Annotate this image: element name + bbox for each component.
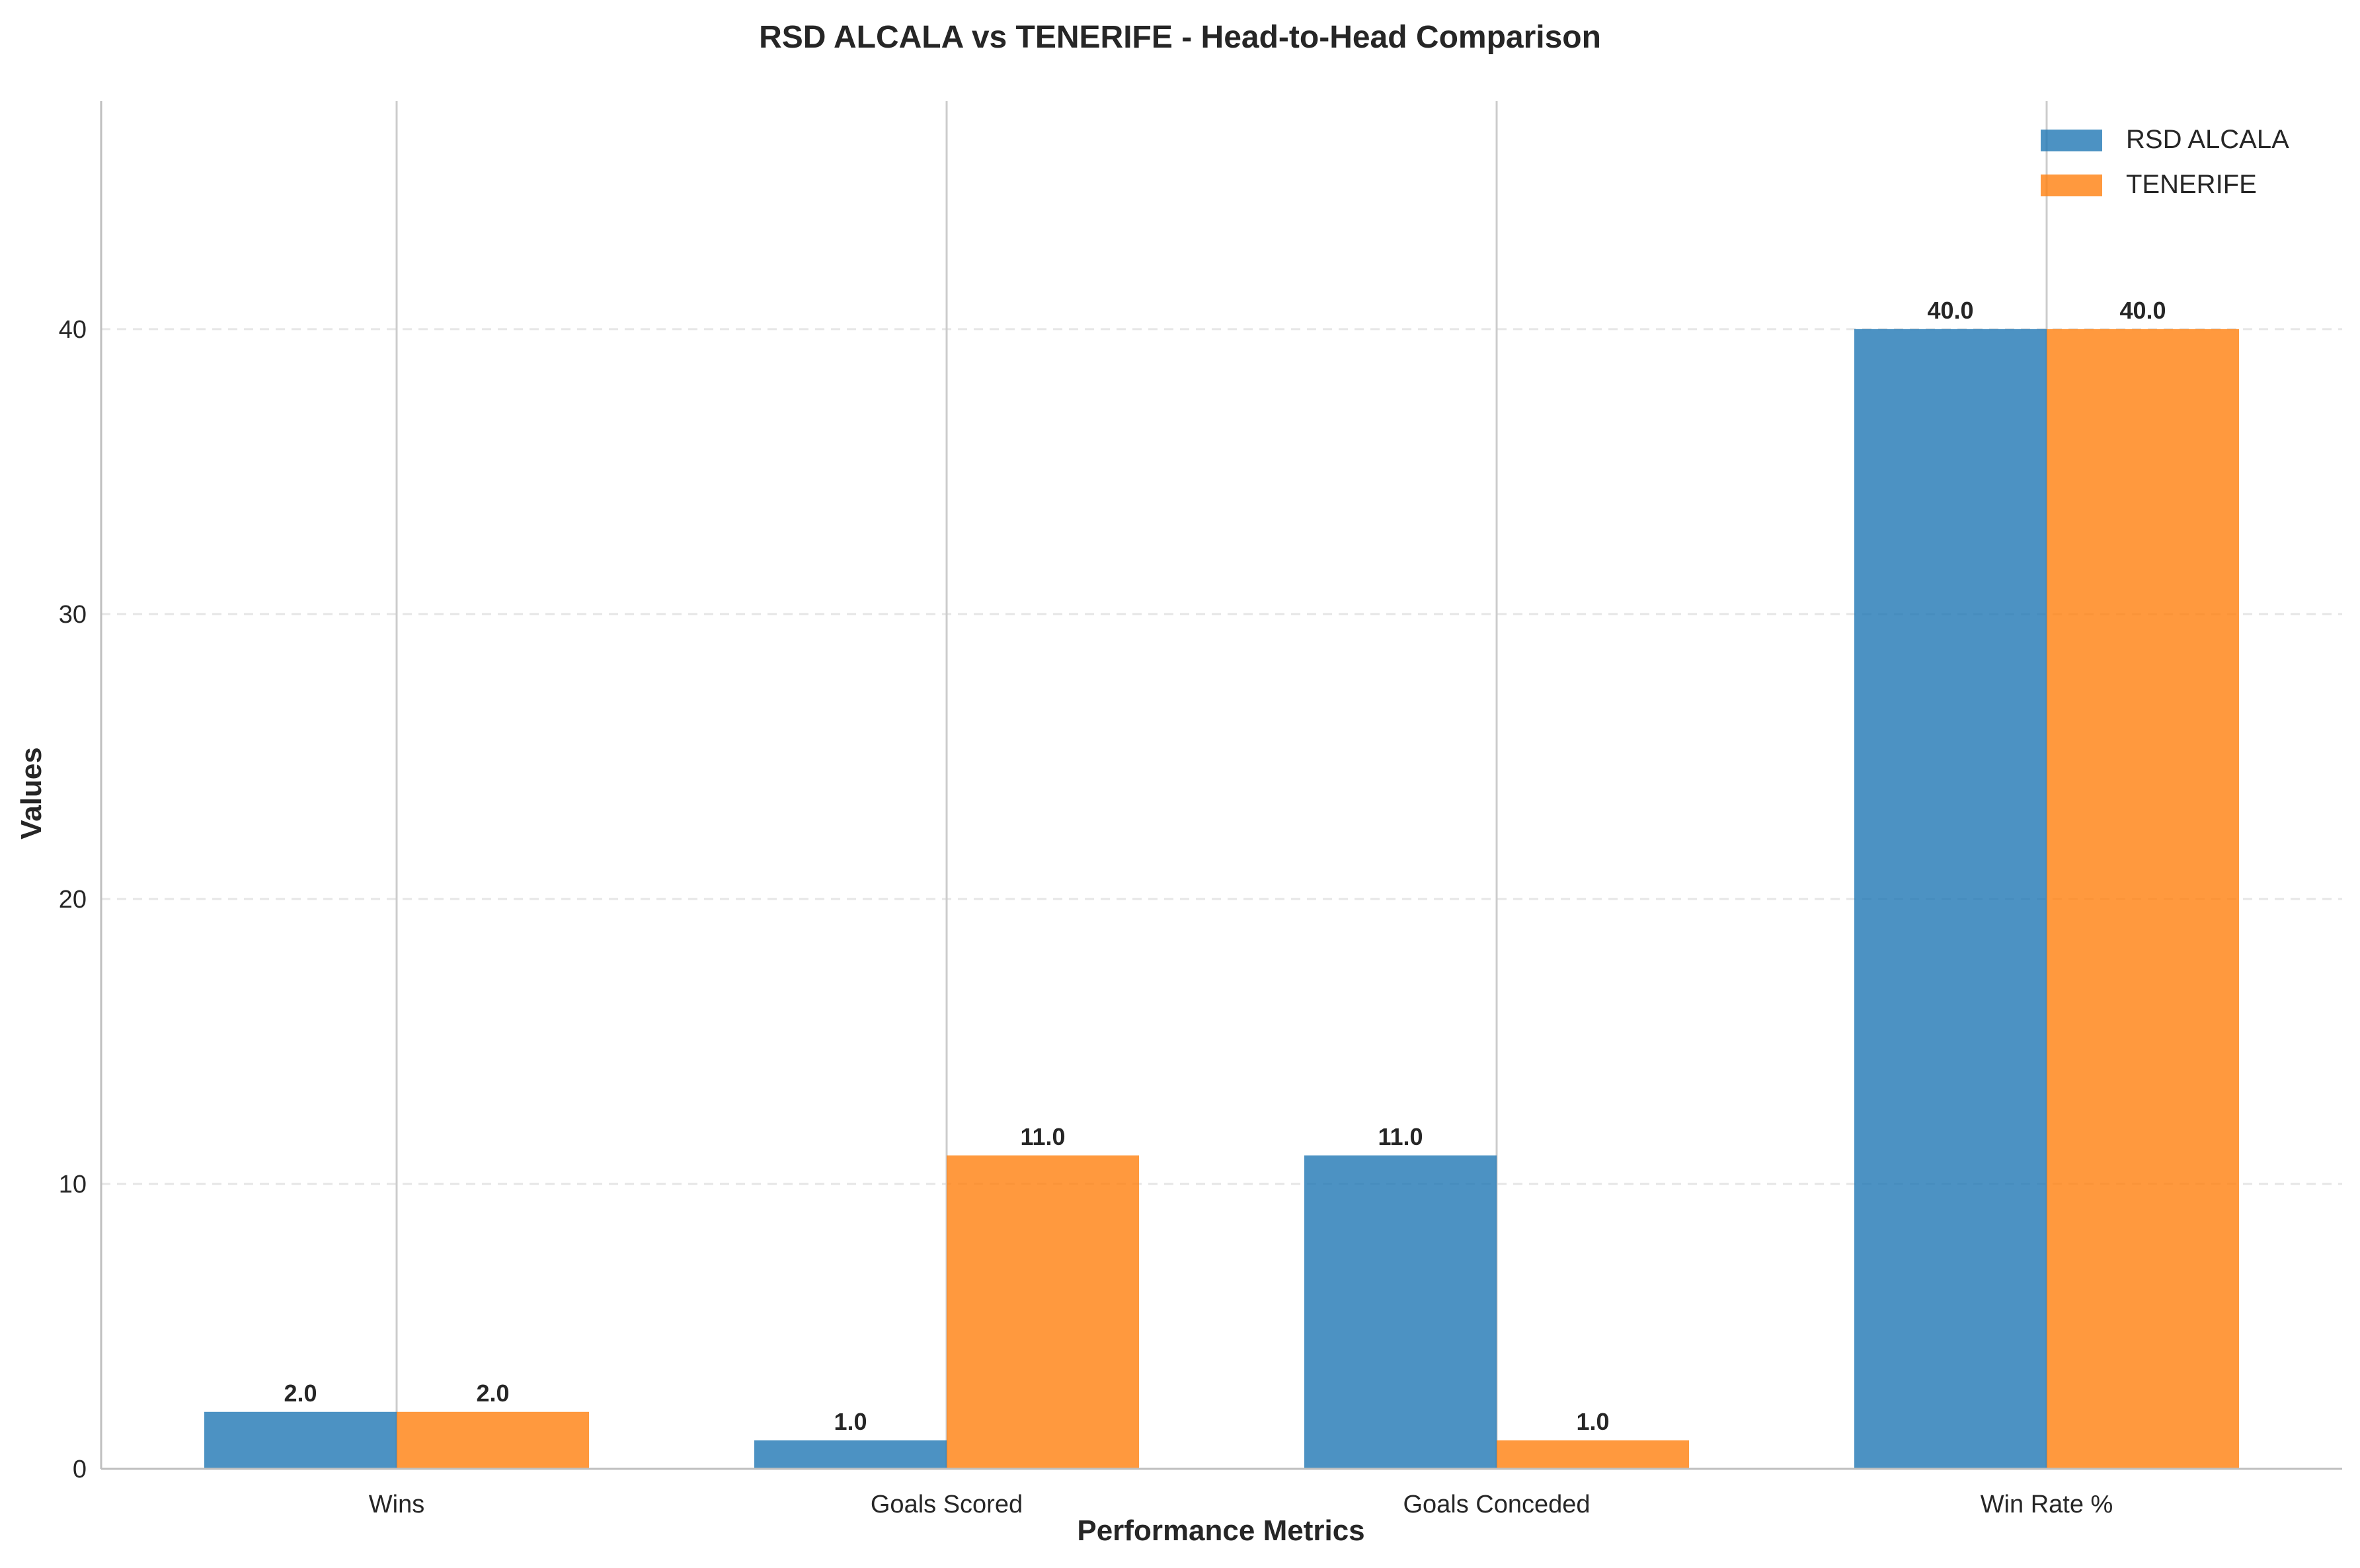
bar — [397, 1411, 589, 1469]
bar — [2047, 329, 2239, 1469]
y-axis-label: Values — [15, 747, 48, 839]
x-tick-label: Goals Scored — [871, 1491, 1023, 1518]
bar-value-label: 2.0 — [284, 1380, 317, 1407]
axes — [100, 101, 2342, 1470]
y-tick-label: 40 — [59, 316, 87, 344]
legend-swatch — [2041, 130, 2102, 151]
bar-value-label: 11.0 — [1020, 1123, 1065, 1150]
bar-value-label: 1.0 — [834, 1408, 867, 1435]
category-gridlines — [395, 101, 2048, 1469]
legend-label: RSD ALCALA — [2126, 125, 2289, 154]
x-tick-label: Win Rate % — [1981, 1491, 2113, 1518]
y-tick-label: 10 — [59, 1171, 87, 1198]
legend-label: TENERIFE — [2126, 170, 2257, 199]
bar-value-labels: 2.0 1.0 11.0 40.0 2.0 11.0 1.0 40.0 — [284, 297, 2166, 1435]
tick-labels: 0 10 20 30 40 Wins Goals Scored Goals Conceded W… — [59, 316, 2113, 1518]
bar — [947, 1155, 1139, 1469]
bar — [1497, 1440, 1689, 1469]
bar-value-label: 11.0 — [1378, 1123, 1423, 1150]
bar-value-label: 40.0 — [2119, 297, 2166, 324]
bars — [204, 329, 2239, 1469]
bar — [204, 1411, 397, 1469]
legend: RSD ALCALA TENERIFE — [2041, 125, 2289, 199]
y-tick-label: 30 — [59, 601, 87, 629]
grid-lines — [101, 328, 2342, 1185]
x-tick-label: Wins — [369, 1491, 424, 1518]
x-axis-label: Performance Metrics — [1077, 1514, 1364, 1547]
y-tick-label: 20 — [59, 886, 87, 914]
y-tick-label: 0 — [73, 1456, 87, 1483]
legend-swatch — [2041, 175, 2102, 196]
bar — [1304, 1155, 1497, 1469]
x-tick-label: Goals Conceded — [1403, 1491, 1590, 1518]
bar-value-label: 2.0 — [476, 1380, 509, 1407]
bar-value-label: 1.0 — [1576, 1408, 1609, 1435]
bar-value-label: 40.0 — [1927, 297, 1973, 324]
bar — [1854, 329, 2047, 1469]
bar — [754, 1440, 947, 1469]
chart-title: RSD ALCALA vs TENERIFE - Head-to-Head Co… — [759, 20, 1601, 55]
